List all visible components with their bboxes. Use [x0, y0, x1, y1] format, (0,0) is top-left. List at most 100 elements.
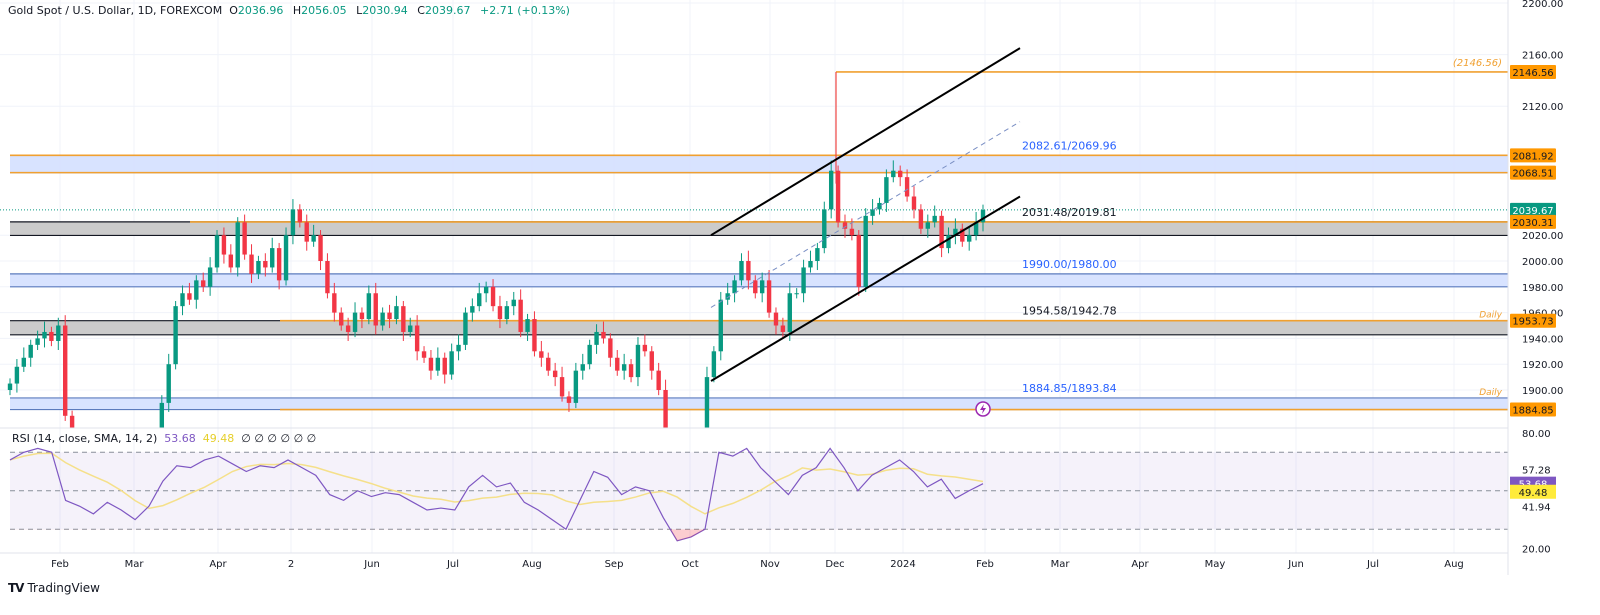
- candle-body: [525, 319, 530, 332]
- low-value: 2030.94: [362, 4, 408, 17]
- price-badge-label: 2081.92: [1512, 151, 1553, 162]
- candle-body: [552, 370, 558, 378]
- close-label: C: [417, 4, 425, 17]
- price-tick-label: 2200.00: [1522, 0, 1563, 10]
- open-label: O: [229, 4, 238, 17]
- candle-body: [932, 215, 937, 223]
- tradingview-logo[interactable]: TV TradingView: [8, 581, 100, 595]
- candle-body: [711, 351, 717, 378]
- candle-body: [773, 312, 779, 326]
- candle-body: [732, 280, 737, 294]
- rsi-badge: [1510, 484, 1556, 499]
- symbol-title: Gold Spot / U.S. Dollar, 1D, FOREXCOM: [8, 4, 223, 17]
- candle-body: [877, 202, 882, 210]
- candle-body: [897, 170, 903, 178]
- channel-lower-line: [710, 195, 1021, 382]
- channel-upper-line: [710, 47, 1021, 237]
- candle-body: [822, 209, 827, 249]
- candle-body: [263, 261, 268, 268]
- price-tick-label: 2160.00: [1522, 51, 1563, 62]
- logo-text: TradingView: [27, 581, 100, 595]
- candle-body: [635, 344, 641, 378]
- daily-tag: Daily: [1479, 311, 1502, 321]
- candle-body: [442, 357, 447, 375]
- candle-body: [428, 357, 434, 371]
- time-tick-label: Jul: [1366, 559, 1379, 570]
- rsi-value: 53.68: [164, 432, 196, 445]
- time-tick-label: May: [1205, 559, 1226, 570]
- candle-body: [828, 170, 834, 210]
- rsi-tick-label: 80.00: [1522, 429, 1551, 440]
- time-tick-label: Mar: [125, 559, 145, 570]
- candle-body: [401, 306, 406, 332]
- candle-body: [966, 235, 972, 242]
- candle-body: [387, 312, 392, 320]
- price-tick-label: 1940.00: [1522, 334, 1563, 345]
- candle-body: [628, 364, 634, 378]
- high-label: H: [292, 4, 302, 17]
- candle-body: [801, 267, 806, 294]
- candle-body: [28, 344, 33, 358]
- candle-body: [980, 209, 986, 223]
- candle-body: [780, 325, 786, 332]
- zone-blue: [10, 155, 1508, 173]
- price-badge: [1510, 202, 1556, 217]
- candle-body: [359, 312, 365, 320]
- candle-body: [339, 312, 344, 326]
- rsi-badge-label: 49.48: [1519, 488, 1548, 499]
- candle-body: [470, 306, 475, 313]
- candle-body: [49, 331, 54, 341]
- candle-body: [235, 222, 240, 268]
- candle-body: [276, 248, 282, 281]
- candle-body: [180, 293, 185, 307]
- candle-body: [7, 383, 13, 390]
- candle-body: [214, 235, 220, 268]
- candle-body: [311, 235, 316, 242]
- price-badge: [1510, 214, 1556, 229]
- candle-body: [366, 293, 372, 320]
- candle-body: [753, 280, 758, 294]
- candle-body: [477, 293, 482, 307]
- candle-body: [759, 280, 765, 294]
- candle-body: [842, 222, 848, 229]
- candle-body: [856, 235, 861, 287]
- candle-body: [173, 306, 178, 365]
- price-badge: [1510, 313, 1556, 328]
- candle-body: [318, 235, 323, 261]
- candle-body: [511, 299, 516, 307]
- candle-body: [21, 357, 27, 367]
- candle-body: [187, 293, 192, 300]
- candle-body: [587, 344, 592, 365]
- lightning-icon-bolt: [980, 404, 986, 414]
- rsi-legend[interactable]: RSI (14, close, SMA, 14, 2) 53.68 49.48 …: [12, 432, 316, 445]
- candle-body: [325, 261, 330, 294]
- candle-body: [608, 338, 613, 358]
- time-tick-label: Aug: [522, 559, 542, 570]
- zone-label: 1884.85/1893.84: [1022, 382, 1117, 395]
- zone-gray: [10, 320, 1508, 335]
- time-tick-label: Mar: [1051, 559, 1071, 570]
- candle-body: [159, 402, 165, 428]
- candle-body: [166, 364, 171, 403]
- candle-body: [960, 228, 965, 242]
- candle-body: [794, 293, 799, 295]
- candle-body: [421, 351, 427, 358]
- candle-body: [35, 338, 40, 345]
- candle-body: [863, 215, 868, 287]
- candle-body: [939, 215, 944, 249]
- zone-blue: [10, 273, 1508, 287]
- candle-body: [566, 396, 572, 403]
- price-tick-label: 2120.00: [1522, 102, 1563, 113]
- candle-body: [946, 235, 951, 249]
- candle-body: [228, 254, 234, 268]
- candle-body: [283, 235, 289, 281]
- candle-body: [290, 209, 296, 236]
- rsi-extra-values: ∅ ∅ ∅ ∅ ∅ ∅: [241, 432, 317, 445]
- candle-body: [297, 209, 303, 223]
- price-badge-label: 2039.67: [1512, 206, 1553, 217]
- candle-body: [352, 312, 358, 332]
- price-badge: [1510, 402, 1556, 417]
- candle-body: [497, 306, 503, 320]
- open-value: 2036.96: [237, 4, 284, 17]
